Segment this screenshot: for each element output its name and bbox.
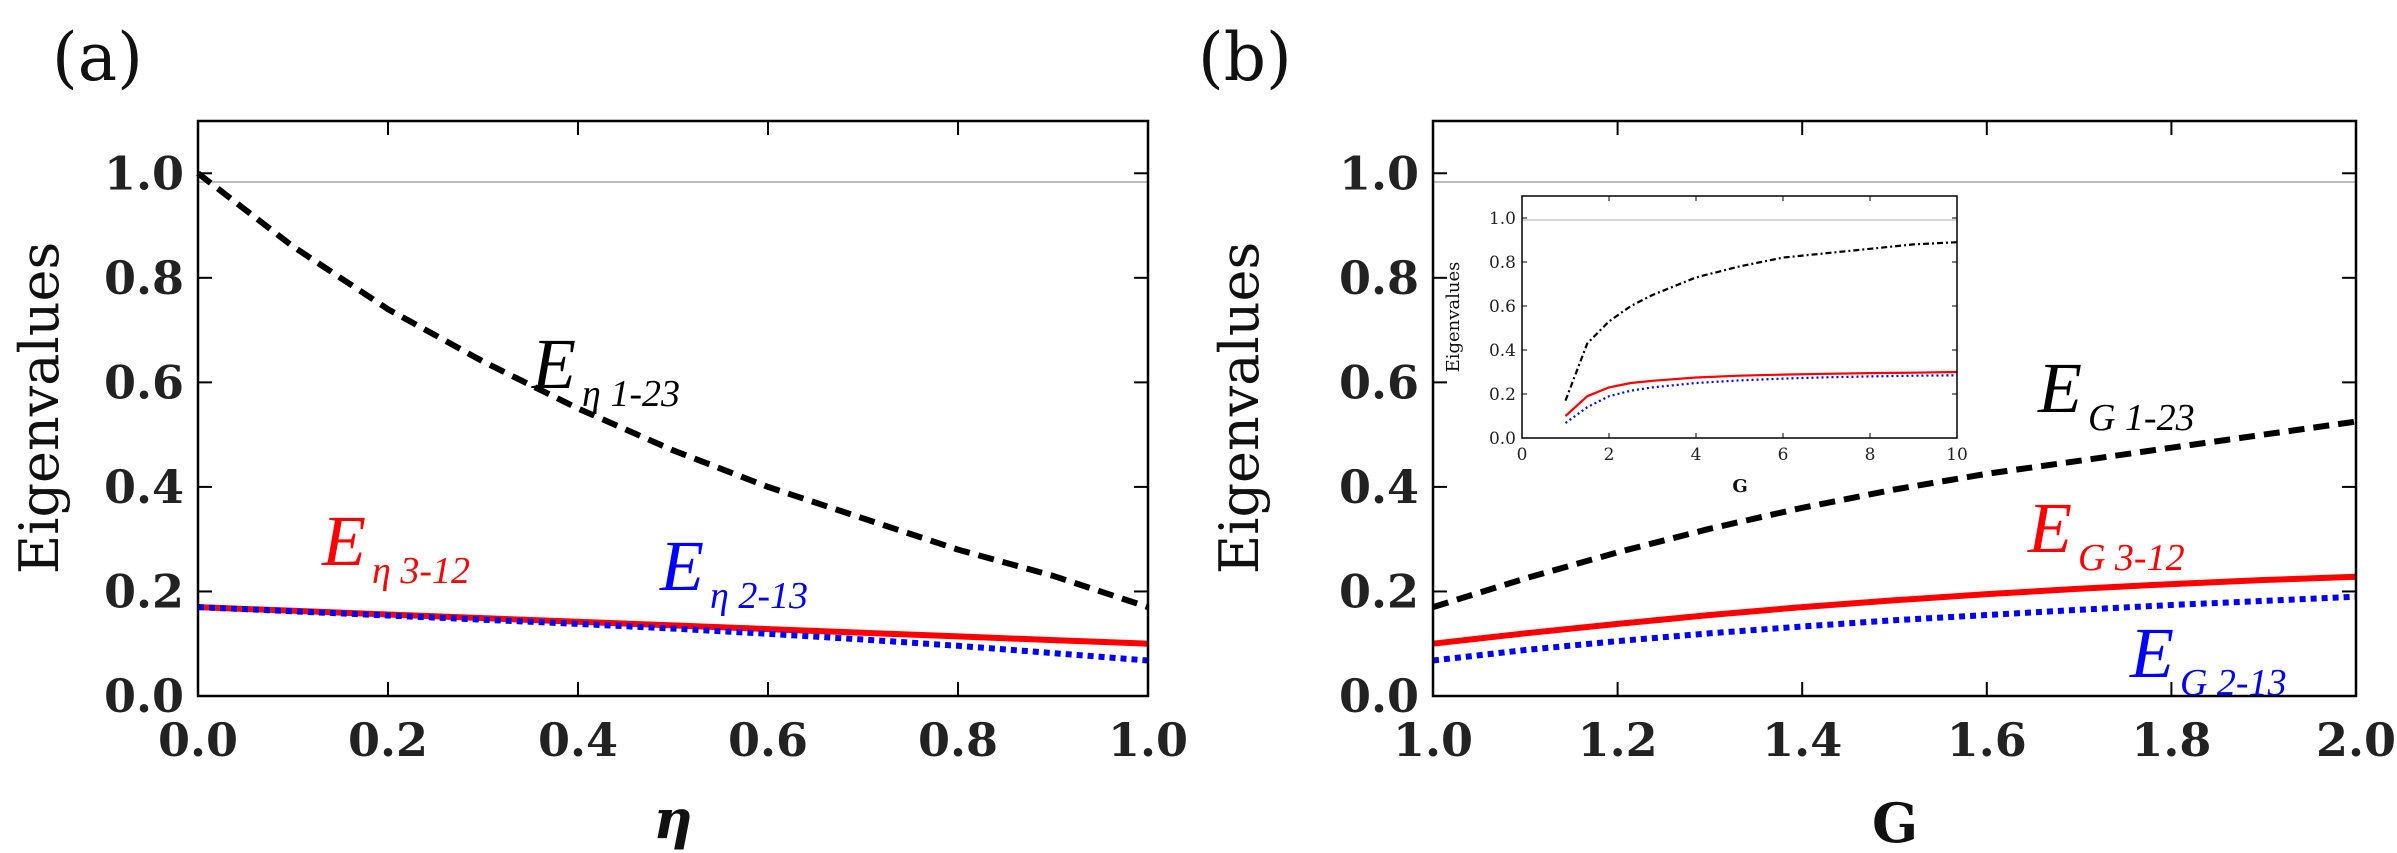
inset-y-tick-label: 0.6 xyxy=(1489,297,1516,317)
panel-a-x-tick-label: 0.8 xyxy=(918,713,998,767)
panel-b-label: (b) xyxy=(1198,19,1292,96)
inset-series-red-line xyxy=(1564,370,1958,417)
panel-b-y-axis-label: Eigenvalues xyxy=(1208,242,1271,574)
panel-b-x-tick-label: 2.0 xyxy=(2316,713,2396,767)
inset-series-group xyxy=(1564,241,1958,424)
panel-a-x-ticks: 0.0 0.2 0.4 0.6 0.8 1.0 xyxy=(158,121,1188,767)
panel-a-x-tick-label: 0.2 xyxy=(348,713,428,767)
panel-a-x-tick-label: 0.4 xyxy=(538,713,618,767)
panel-b-y-tick-label: 0.0 xyxy=(1339,669,1419,723)
inset-y-tick-label: 0.8 xyxy=(1489,253,1516,273)
panel-a: (a) 0.0 0.2 0.4 0.6 0.8 1.0 0.0 0.2 0.4 0.6 0.8 1.… xyxy=(8,19,1188,851)
panel-a-x-tick-label: 0.6 xyxy=(728,713,808,767)
panel-b-y-ticks: 0.0 0.2 0.4 0.6 0.8 1.0 xyxy=(1339,146,2356,723)
panel-a-y-axis-label: Eigenvalues xyxy=(8,242,71,574)
panel-a-series-blue-line xyxy=(197,604,1149,664)
panel-a-y-tick-label: 0.0 xyxy=(104,669,184,723)
panel-a-y-tick-label: 0.4 xyxy=(104,460,184,514)
panel-b-x-tick-label: 1.2 xyxy=(1578,713,1658,767)
inset-y-ticks: 0.0 0.2 0.4 0.6 0.8 1.0 xyxy=(1489,209,1957,449)
panel-b-x-axis-label: G xyxy=(1872,791,1918,853)
panel-a-frame xyxy=(196,119,1150,698)
inset-series-blue-line xyxy=(1564,374,1958,424)
panel-b-series-black-line xyxy=(1432,418,2357,610)
panel-b-y-tick-label: 0.8 xyxy=(1339,251,1419,305)
panel-b-y-tick-label: 1.0 xyxy=(1339,146,1419,200)
inset-x-tick-label: 8 xyxy=(1865,445,1876,465)
panel-a-series-red-line xyxy=(197,604,1149,647)
inset-frame xyxy=(1521,195,1958,439)
inset-y-tick-label: 0.0 xyxy=(1489,429,1516,449)
panel-a-x-tick-label: 0.0 xyxy=(158,713,238,767)
panel-b-series-red-line xyxy=(1432,573,2357,647)
inset-x-tick-label: 10 xyxy=(1946,445,1968,465)
inset-x-tick-label: 2 xyxy=(1604,445,1615,465)
panel-a-x-axis-label: η xyxy=(653,787,692,851)
inset-x-axis-label: G xyxy=(1732,476,1747,497)
panel-a-y-ticks: 0.0 0.2 0.4 0.6 0.8 1.0 xyxy=(104,146,1148,723)
panel-a-x-tick-label: 1.0 xyxy=(1108,713,1188,767)
panel-a-y-tick-label: 0.2 xyxy=(104,564,184,618)
panel-b-frame xyxy=(1431,119,2358,698)
inset-y-tick-label: 0.4 xyxy=(1489,341,1516,361)
panel-b-y-tick-label: 0.2 xyxy=(1339,564,1419,618)
panel-b-y-tick-label: 0.6 xyxy=(1339,355,1419,409)
panel-a-series-black-line xyxy=(196,170,1149,610)
panel-a-label: (a) xyxy=(52,19,143,96)
inset-x-ticks: 0 2 4 6 8 10 xyxy=(1517,196,1968,465)
inset-background xyxy=(1522,196,1957,438)
panel-b-inset: 0 2 4 6 8 10 0.0 0.2 0.4 0.6 0.8 1.0 Eigenvalues G xyxy=(1443,195,1968,497)
panel-b-x-tick-label: 1.8 xyxy=(2131,713,2211,767)
panel-b-x-ticks: 1.0 1.2 1.4 1.6 1.8 2.0 xyxy=(1393,121,2396,767)
inset-x-tick-label: 0 xyxy=(1517,445,1528,465)
panel-b-series-group xyxy=(1432,418,2357,664)
panel-b-x-tick-label: 1.6 xyxy=(1947,713,2027,767)
inset-y-tick-label: 0.2 xyxy=(1489,385,1516,405)
panel-a-y-tick-label: 1.0 xyxy=(104,146,184,200)
panel-b: (b) 1.0 1.2 1.4 1.6 1.8 2.0 0.00.20.40.60.81.… xyxy=(1198,19,2396,853)
inset-y-axis-label: Eigenvalues xyxy=(1443,262,1464,373)
panel-a-y-tick-label: 0.8 xyxy=(104,251,184,305)
panel-a-series-group xyxy=(196,170,1149,664)
inset-x-tick-label: 4 xyxy=(1691,445,1702,465)
panel-a-y-tick-label: 0.6 xyxy=(104,355,184,409)
panel-b-y-tick-label: 0.4 xyxy=(1339,460,1419,514)
panel-b-x-tick-label: 1.4 xyxy=(1762,713,1842,767)
inset-series-black-line xyxy=(1564,241,1958,401)
panel-b-series-blue-line xyxy=(1432,593,2357,664)
inset-x-tick-label: 6 xyxy=(1778,445,1789,465)
panel-b-x-tick-label: 1.0 xyxy=(1393,713,1473,767)
inset-y-tick-label: 1.0 xyxy=(1489,209,1516,229)
